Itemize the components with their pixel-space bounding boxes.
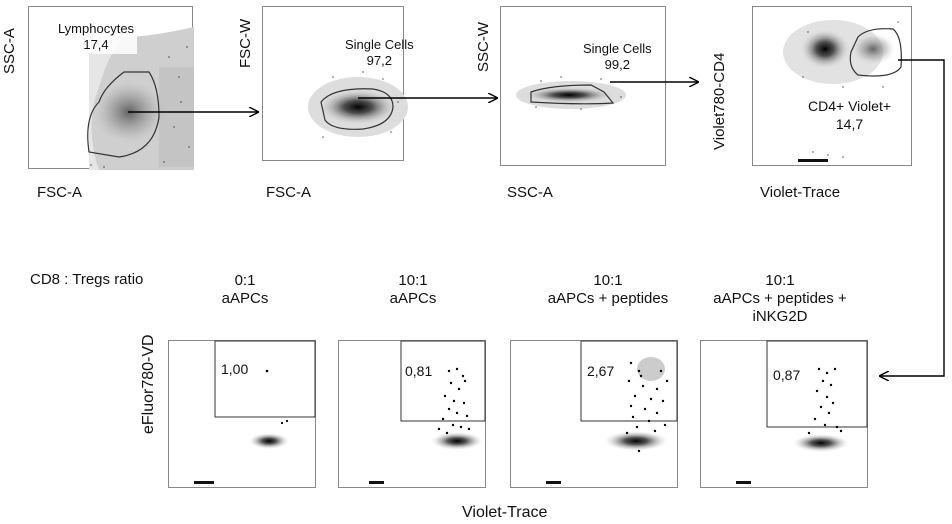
bottom-plot-4-graphic	[736, 340, 868, 484]
plot4-xlabel: Violet-Trace	[760, 184, 841, 201]
condition-line1: aAPCs	[221, 290, 269, 307]
plot-lymphocytes: Lymphocytes 17,4	[28, 6, 194, 170]
cd4-violet-gate-label: CD4+ Violet+ 14,7	[808, 98, 891, 133]
gate-value: 99,2	[604, 57, 630, 73]
lymphocytes-gate-label: Lymphocytes 17,4	[55, 21, 137, 54]
plot-single-cells-2-graphic	[516, 76, 626, 110]
condition-line2: iNKG2D	[752, 308, 808, 325]
arrow-4	[880, 59, 945, 376]
gate-polygon	[87, 71, 160, 158]
bottom-plot-3: 2,67	[510, 340, 678, 488]
bottom-plot-2: 0,81	[338, 340, 486, 488]
bottom-plot-3-graphic	[546, 340, 678, 484]
bottom-gate-value: 0,87	[773, 367, 801, 383]
bottom-plot-2-graphic	[369, 340, 486, 484]
bottom-plot-1-graphic	[194, 340, 316, 484]
gate-name: CD4+ Violet+	[808, 98, 892, 114]
condition-ratio: 10:1	[593, 272, 623, 289]
plot2-xlabel: FSC-A	[266, 184, 311, 201]
gate-name: Single Cells	[345, 37, 414, 52]
plot-cd4-violet	[752, 6, 912, 166]
plot-lymphocytes-graphic	[87, 27, 194, 170]
condition-ratio: 0:1	[234, 272, 256, 289]
condition-1: 0:1 aAPCs	[190, 272, 300, 308]
condition-ratio: 10:1	[398, 272, 428, 289]
plot-cd4-violet-graphic	[783, 20, 902, 162]
bottom-plot-4: 0,87	[700, 340, 868, 488]
gate-value: 97,2	[366, 53, 392, 69]
plot-single-cells-2: Single Cells 99,2	[500, 6, 666, 166]
gate-name: Single Cells	[583, 41, 652, 56]
bottom-gate-value: 1,00	[221, 361, 249, 377]
plot-single-cells-1: Single Cells 97,2	[262, 6, 414, 161]
condition-line1: aAPCs + peptides	[547, 290, 669, 307]
plot3-xlabel: SSC-A	[507, 184, 553, 201]
ratio-label: CD8 : Tregs ratio	[30, 271, 144, 288]
condition-line1: aAPCs	[389, 290, 437, 307]
bottom-gate-value: 0,81	[405, 363, 433, 379]
condition-line1: aAPCs + peptides +	[713, 290, 847, 307]
single-cells-2-gate-label: Single Cells 99,2	[583, 41, 652, 74]
bottom-plot-1: 1,00	[168, 340, 316, 488]
gate-name: Lymphocytes	[57, 21, 135, 36]
plot1-xlabel: FSC-A	[37, 184, 82, 201]
bottom-gate-value: 2,67	[587, 363, 615, 379]
condition-2: 10:1 aAPCs	[358, 272, 468, 308]
condition-4: 10:1 aAPCs + peptides + iNKG2D	[700, 272, 860, 326]
gate-value: 14,7	[835, 115, 864, 132]
condition-ratio: 10:1	[765, 272, 795, 289]
condition-3: 10:1 aAPCs + peptides	[528, 272, 688, 308]
single-cells-1-gate-label: Single Cells 97,2	[345, 37, 414, 70]
gate-value: 17,4	[83, 37, 109, 53]
bottom-xlabel: Violet-Trace	[462, 504, 548, 521]
